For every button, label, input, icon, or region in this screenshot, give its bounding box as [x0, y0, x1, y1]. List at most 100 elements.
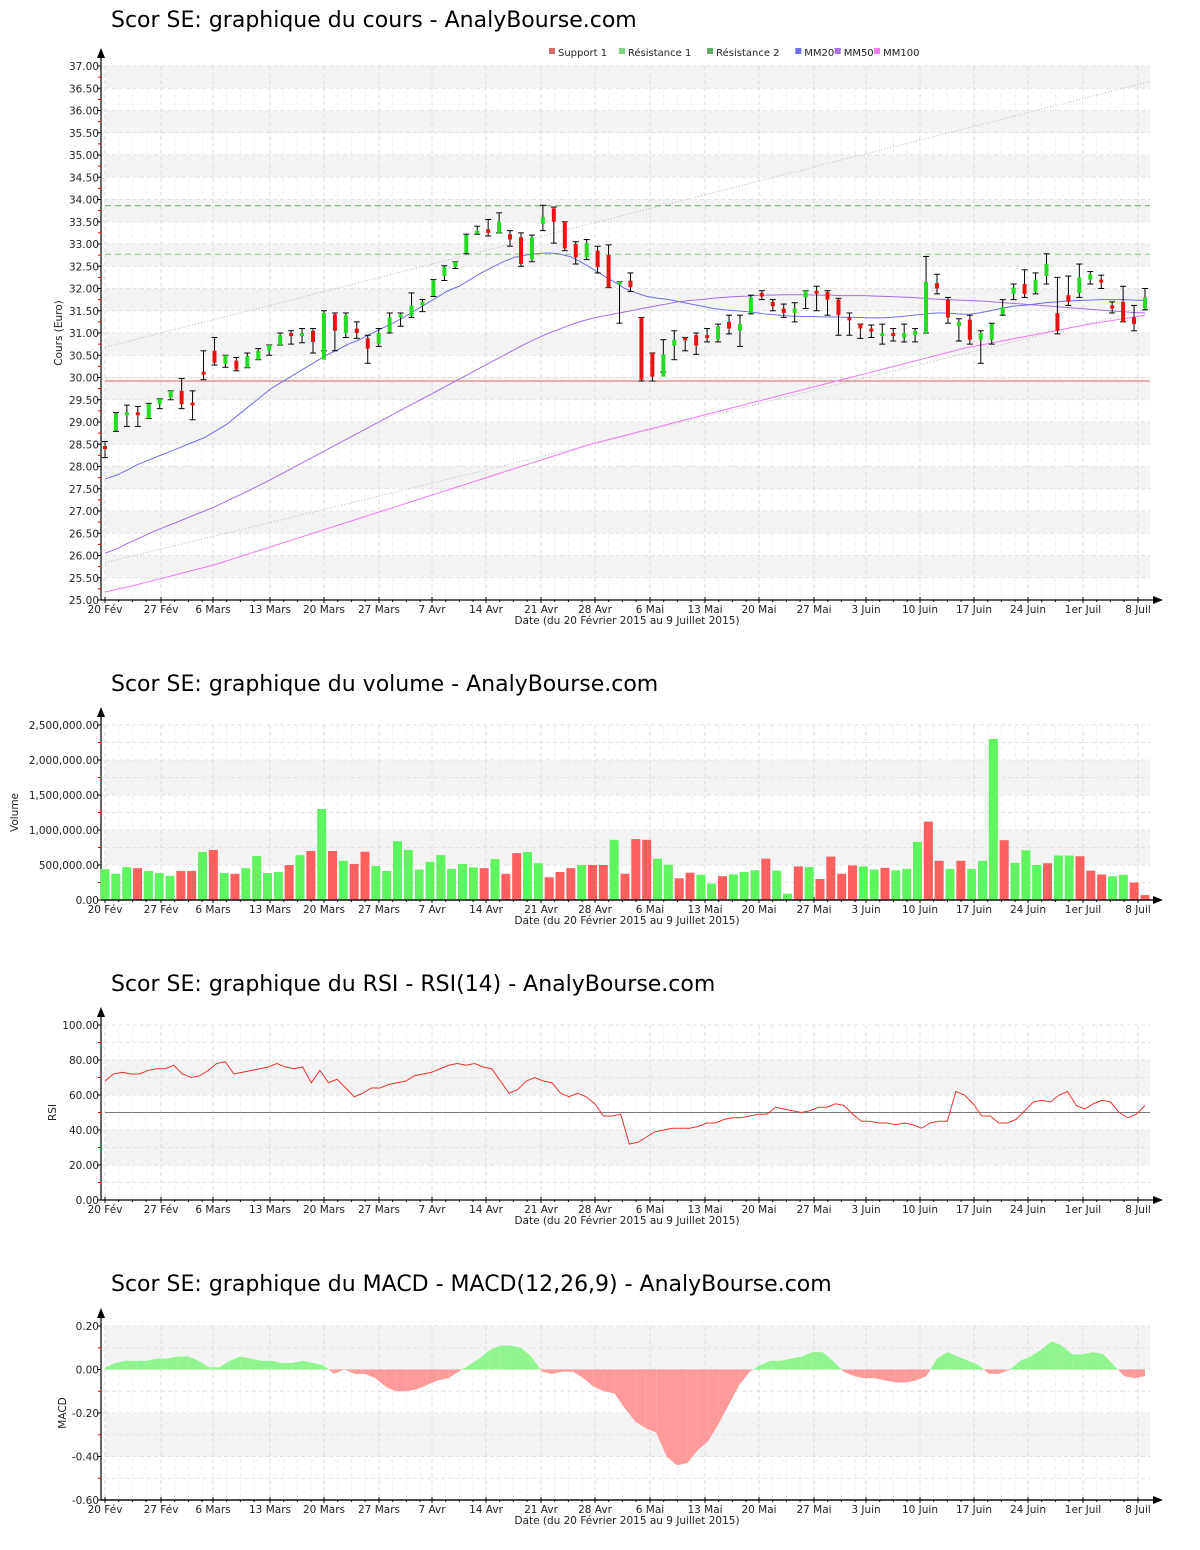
- volume-bar: [1118, 874, 1128, 900]
- volume-bar: [328, 851, 337, 900]
- volume-bar: [447, 868, 457, 900]
- candlestick: [999, 299, 1006, 316]
- background-band: [105, 511, 1150, 534]
- x-tick-label: 20 Fév: [88, 604, 123, 616]
- legend-swatch-icon: [618, 48, 625, 54]
- volume-bar: [696, 874, 706, 900]
- x-tick-label: 13 Mars: [249, 1504, 291, 1516]
- x-tick-label: 20 Fév: [88, 1204, 123, 1216]
- volume-bar: [349, 863, 359, 900]
- candlestick: [1131, 304, 1138, 332]
- x-tick-label: 3 Juin: [851, 904, 880, 916]
- y-tick-label: 500,000.00: [39, 860, 99, 872]
- candlestick: [660, 339, 667, 377]
- candlestick: [791, 302, 798, 323]
- y-tick-label: 34.00: [69, 195, 99, 207]
- x-tick-label: 27 Mai: [796, 1204, 831, 1216]
- legend-swatch-icon: [707, 48, 714, 54]
- y-tick-label: 0.00: [76, 1195, 99, 1207]
- candlestick: [966, 314, 973, 345]
- y-tick-label: 28.50: [69, 439, 99, 451]
- volume-bar: [317, 809, 327, 900]
- x-tick-label: 13 Mars: [249, 1204, 291, 1216]
- x-tick-label: 6 Mars: [195, 1204, 230, 1216]
- y-tick-label: 36.00: [69, 106, 99, 118]
- candlestick: [528, 234, 535, 263]
- x-tick-label: 27 Mars: [358, 1204, 400, 1216]
- candlestick: [386, 312, 393, 334]
- candlestick: [879, 323, 886, 345]
- y-tick-label: 29.00: [69, 417, 99, 429]
- volume-bar: [111, 873, 121, 900]
- x-tick-label: 13 Mai: [687, 1504, 722, 1516]
- candlestick: [331, 312, 338, 352]
- x-tick-label: 20 Fév: [88, 904, 123, 916]
- volume-bar: [999, 840, 1009, 900]
- x-tick-label: 20 Mars: [303, 1504, 345, 1516]
- x-tick-label: 27 Fév: [144, 1204, 179, 1216]
- volume-bar: [252, 855, 262, 900]
- legend-item: MM50: [834, 48, 874, 59]
- x-tick-label: 8 Juil: [1125, 1504, 1151, 1516]
- legend-swatch-icon: [549, 48, 555, 54]
- candlestick: [769, 299, 776, 312]
- rsi-chart-title: Scor SE: graphique du RSI - RSI(14) - An…: [111, 972, 716, 997]
- candlestick: [1032, 272, 1039, 295]
- x-tick-label: 6 Mars: [195, 1504, 230, 1516]
- legend-swatch-icon: [795, 48, 802, 54]
- mm20-line: [104, 252, 1146, 480]
- x-tick-label: 27 Mars: [358, 904, 400, 916]
- price-chart-title: Scor SE: graphique du cours - AnalyBours…: [111, 8, 637, 33]
- candlestick: [178, 377, 185, 410]
- price-chart: 37.00 36.50 36.00 35.50 35.00 34.50 34.00 33.50…: [53, 47, 1163, 627]
- volume-bar: [642, 839, 652, 900]
- candlestick: [364, 334, 371, 364]
- y-tick-label: 27.50: [69, 484, 99, 496]
- x-tick-label: 7 Avr: [418, 904, 446, 916]
- x-tick-label: 1er Juil: [1065, 1204, 1101, 1216]
- volume-bar: [306, 851, 316, 900]
- macd-chart-title: Scor SE: graphique du MACD - MACD(12,26,…: [111, 1272, 832, 1297]
- candlestick: [200, 350, 207, 381]
- volume-bar: [458, 863, 467, 900]
- x-tick-label: 24 Juin: [1010, 904, 1046, 916]
- x-tick-label: 28 Avr: [578, 1204, 612, 1216]
- candlestick: [726, 314, 732, 335]
- volume-bar: [122, 867, 132, 900]
- candlestick: [988, 322, 995, 345]
- y-tick-label: 27.00: [69, 506, 99, 518]
- x-tick-label: 24 Juin: [1010, 604, 1046, 616]
- candlestick: [375, 328, 382, 347]
- legend-swatch-icon: [874, 48, 881, 54]
- y-tick-label: 31.00: [69, 328, 99, 340]
- candlestick: [934, 273, 940, 295]
- candlestick: [266, 344, 273, 356]
- x-axis-arrow-icon: [1153, 596, 1163, 604]
- x-tick-label: 24 Juin: [1010, 1204, 1046, 1216]
- x-tick-label: 27 Mai: [796, 604, 831, 616]
- y-axis-arrow-icon: [97, 1308, 105, 1318]
- volume-bar: [241, 868, 251, 900]
- x-axis-label: Date (du 20 Février 2015 au 9 Juillet 20…: [514, 915, 739, 927]
- candlestick: [1065, 275, 1072, 306]
- y-tick-label: 30.50: [69, 350, 99, 362]
- y-tick-label: 35.50: [69, 128, 99, 140]
- candlestick: [1010, 283, 1017, 301]
- volume-bar: [815, 879, 825, 900]
- volume-bar: [783, 893, 792, 900]
- volume-bar: [533, 863, 543, 900]
- x-tick-label: 10 Juin: [902, 1504, 938, 1516]
- x-tick-label: 20 Mai: [741, 604, 776, 616]
- volume-bar: [165, 875, 175, 900]
- volume-bar: [978, 860, 987, 900]
- candlestick: [944, 296, 951, 324]
- volume-bar: [793, 866, 803, 900]
- y-axis-arrow-icon: [97, 707, 105, 717]
- candlestick: [1021, 269, 1028, 298]
- candlestick: [671, 330, 678, 361]
- candlestick: [255, 348, 262, 361]
- candlestick: [496, 212, 503, 234]
- x-tick-label: 20 Mai: [741, 1504, 776, 1516]
- svg-text:Support 1: Support 1: [558, 48, 607, 59]
